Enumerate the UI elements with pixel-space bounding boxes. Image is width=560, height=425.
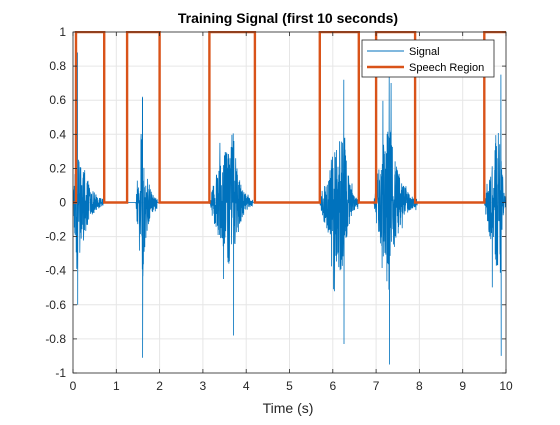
y-tick-label: -0.4 bbox=[45, 264, 66, 278]
x-tick-label: 5 bbox=[286, 379, 293, 393]
legend: Signal Speech Region bbox=[361, 39, 495, 78]
x-tick-label: 10 bbox=[499, 379, 513, 393]
y-tick-label: -1 bbox=[55, 366, 66, 380]
y-tick-label: 0.4 bbox=[49, 127, 66, 141]
x-tick-label: 0 bbox=[70, 379, 77, 393]
x-tick-label: 7 bbox=[373, 379, 380, 393]
legend-box bbox=[361, 39, 495, 78]
y-tick-label: 0.6 bbox=[49, 93, 66, 107]
x-axis-label: Time (s) bbox=[263, 400, 314, 416]
y-tick-label: -0.6 bbox=[45, 298, 66, 312]
legend-label: Signal bbox=[409, 46, 440, 58]
y-tick-label: 0.8 bbox=[49, 59, 66, 73]
x-tick-label: 3 bbox=[200, 379, 207, 393]
y-tick-label: -0.8 bbox=[45, 332, 66, 346]
chart-title: Training Signal (first 10 seconds) bbox=[178, 10, 398, 26]
x-tick-label: 9 bbox=[459, 379, 466, 393]
y-tick-label: 0.2 bbox=[49, 161, 66, 175]
x-tick-label: 4 bbox=[243, 379, 250, 393]
x-tick-label: 6 bbox=[329, 379, 336, 393]
axes: 0 1 2 3 4 5 6 7 8 9 10 -1 -0.8 -0.6 -0.4 -0.2 0 0.2 0.4 0.6… bbox=[45, 25, 513, 393]
x-tick-label: 2 bbox=[156, 379, 163, 393]
x-tick-label: 8 bbox=[416, 379, 423, 393]
legend-label: Speech Region bbox=[409, 62, 484, 74]
y-tick-label: 1 bbox=[59, 25, 66, 39]
x-tick-label: 1 bbox=[113, 379, 120, 393]
y-tick-label: 0 bbox=[59, 196, 66, 210]
y-tick-label: -0.2 bbox=[45, 230, 66, 244]
